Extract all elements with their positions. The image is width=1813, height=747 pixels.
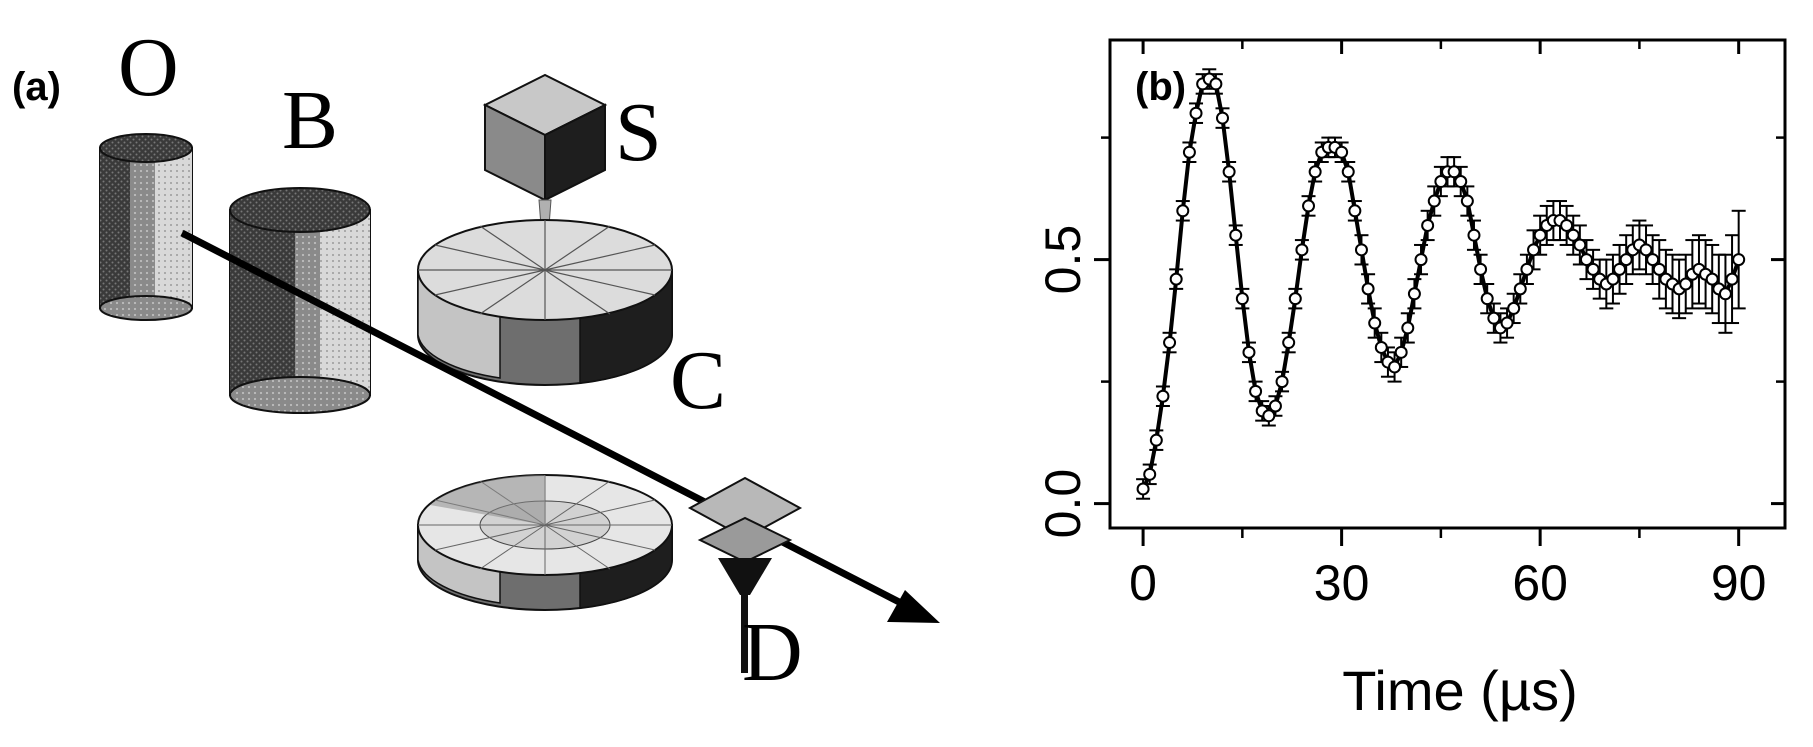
data-point — [1520, 262, 1534, 276]
x-tick-label: 90 — [1711, 555, 1767, 611]
data-point — [1507, 301, 1521, 315]
data-point — [1249, 384, 1263, 398]
data-point — [1427, 194, 1441, 208]
data-point — [1474, 262, 1488, 276]
data-point — [1335, 145, 1349, 159]
data-point — [1619, 253, 1633, 267]
x-tick-label: 30 — [1314, 555, 1370, 611]
data-point — [1407, 287, 1421, 301]
x-tick-label: 60 — [1512, 555, 1568, 611]
data-point — [1606, 272, 1620, 286]
data-point — [1156, 389, 1170, 403]
data-point — [1268, 399, 1282, 413]
source-label: S — [615, 86, 662, 179]
plot-frame — [1108, 38, 1787, 530]
data-point — [1401, 321, 1415, 335]
data-point — [1374, 340, 1388, 354]
panel-b: (b) 0 30 60 90 0.0 0.5 Time (µs) — [1035, 38, 1787, 722]
lower-cavity-dish — [417, 474, 673, 611]
data-point — [1652, 262, 1666, 276]
data-point — [1732, 253, 1746, 267]
upper-cavity-disk — [417, 219, 673, 386]
data-points — [1136, 72, 1746, 496]
data-point — [1533, 228, 1547, 242]
x-axis-label: Time (µs) — [1342, 659, 1577, 722]
data-point — [1573, 238, 1587, 252]
data-point — [1467, 228, 1481, 242]
data-point — [1216, 111, 1229, 125]
data-point — [1560, 218, 1574, 232]
data-point — [1288, 292, 1302, 306]
data-point — [1143, 467, 1157, 481]
data-point — [1308, 165, 1322, 179]
data-point — [1368, 316, 1382, 330]
data-point — [1500, 316, 1514, 330]
data-point — [1149, 433, 1163, 447]
data-point — [1454, 175, 1468, 189]
data-point — [1282, 336, 1296, 350]
data-point — [1487, 311, 1501, 325]
data-point — [1209, 77, 1223, 91]
data-point — [1586, 262, 1600, 276]
buncher-cylinder — [229, 187, 371, 414]
data-point — [1527, 243, 1541, 257]
data-point — [1182, 145, 1196, 159]
data-point — [1136, 482, 1150, 496]
data-point — [1513, 282, 1527, 296]
panel-a-label: (a) — [12, 65, 61, 109]
axis-ticks — [1094, 40, 1785, 546]
data-point — [1725, 272, 1739, 286]
data-point — [1460, 194, 1474, 208]
panel-a: (a) O B S — [12, 21, 940, 699]
data-point — [1434, 175, 1448, 189]
cavity-label: C — [670, 334, 726, 427]
data-point — [1613, 262, 1627, 276]
data-point — [1646, 253, 1660, 267]
oven-cylinder — [99, 133, 193, 321]
data-point — [1421, 218, 1435, 232]
oven-label: O — [118, 21, 179, 114]
x-tick-label: 0 — [1129, 555, 1157, 611]
data-point — [1163, 336, 1177, 350]
data-point — [1302, 199, 1316, 213]
data-point — [1361, 282, 1375, 296]
data-point — [1566, 228, 1580, 242]
data-point — [1394, 345, 1408, 359]
data-point — [1229, 228, 1243, 242]
data-point — [1480, 292, 1494, 306]
data-point — [1242, 345, 1256, 359]
detector-label: D — [742, 606, 803, 699]
data-point — [1222, 165, 1236, 179]
data-point — [1348, 204, 1362, 218]
data-point — [1579, 253, 1593, 267]
data-point — [1262, 409, 1276, 423]
data-point — [1679, 277, 1693, 291]
data-point — [1388, 360, 1402, 374]
data-point — [1176, 204, 1190, 218]
data-point — [1295, 243, 1309, 257]
data-point — [1275, 375, 1289, 389]
data-point — [1354, 243, 1368, 257]
panel-b-label: (b) — [1135, 65, 1186, 109]
data-point — [1447, 165, 1461, 179]
data-point — [1169, 272, 1183, 286]
source-cube — [482, 73, 608, 266]
data-point — [1414, 253, 1428, 267]
data-point — [1235, 292, 1249, 306]
data-point — [1705, 272, 1719, 286]
data-point — [1189, 106, 1203, 120]
buncher-label: B — [282, 74, 338, 167]
y-tick-label: 0.5 — [1035, 225, 1091, 295]
detector — [687, 476, 803, 673]
axis-tick-labels: 0 30 60 90 0.0 0.5 — [1035, 225, 1766, 611]
data-point — [1718, 287, 1732, 301]
error-bars — [1136, 68, 1746, 500]
data-point — [1639, 243, 1653, 257]
y-tick-label: 0.0 — [1035, 469, 1091, 539]
data-point — [1341, 165, 1355, 179]
